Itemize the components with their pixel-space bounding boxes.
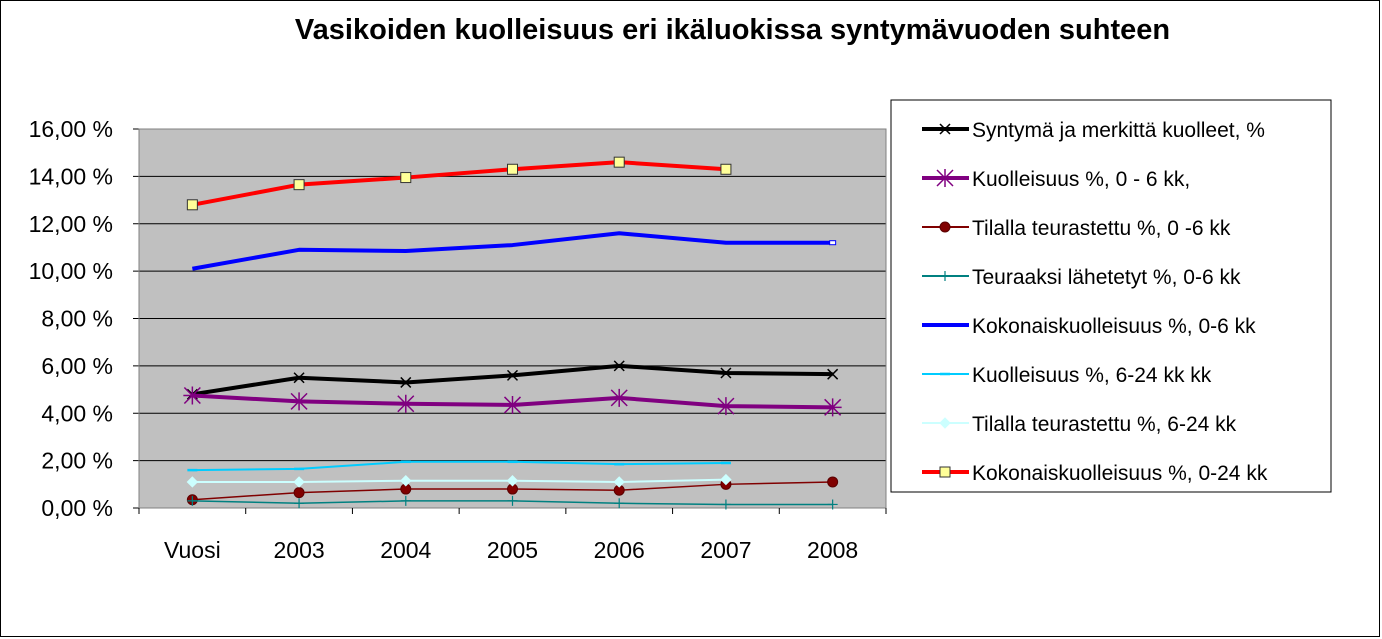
data-point [720,163,732,175]
legend-item: Kuolleisuus %, 6-24 kk kk [922,364,1212,387]
data-point [716,397,735,416]
x-tick-label: 2008 [807,537,858,563]
legend-label: Kokonaiskuolleisuus %, 0-6 kk [972,315,1256,338]
legend-label: Kokonaiskuolleisuus %, 0-24 kk [972,462,1268,485]
legend-label: Tilalla teurastettu %, 6-24 kk [972,413,1237,436]
data-point [503,395,522,414]
y-tick-label: 6,00 % [41,353,113,379]
data-point [829,240,837,246]
y-tick-label: 0,00 % [41,495,113,521]
legend: Syntymä ja merkittä kuolleet, % Kuolleisu… [890,99,1332,493]
legend-item: Teuraaksi lähetetyt %, 0-6 kk [922,266,1241,289]
y-tick-label: 10,00 % [29,258,113,284]
legend-item: Kuolleisuus %, 0 - 6 kk, [922,168,1190,191]
series-layer [183,156,842,510]
y-tick-label: 2,00 % [41,448,113,474]
series [187,495,838,510]
plot-border [138,128,887,509]
y-tick-label: 14,00 % [29,163,113,189]
data-point [293,487,305,499]
y-tick-label: 4,00 % [41,400,113,426]
data-point [187,495,198,506]
series [183,386,842,417]
data-point [939,221,951,233]
data-point [400,376,412,388]
y-tick-label: 8,00 % [41,306,113,332]
data-point [823,398,842,417]
data-point [507,163,518,175]
data-point [293,179,305,191]
data-point [293,372,305,384]
legend-label: Syntymä ja merkittä kuolleet, % [972,119,1265,142]
data-point [186,476,199,488]
x-tick-label: Vuosi [164,537,221,563]
legend-label: Tilalla teurastettu %, 0 -6 kk [972,217,1231,240]
data-point [186,199,198,211]
data-point [293,476,305,488]
series [186,156,732,211]
series [186,360,839,400]
data-point [294,498,305,509]
data-point [613,156,625,168]
data-point [614,498,625,509]
data-point [939,417,951,429]
series [192,231,833,271]
data-point [613,476,625,488]
legend-box [890,99,1332,493]
y-tick-label: 16,00 % [29,116,113,142]
data-point [400,172,412,184]
data-point [827,368,839,380]
axes: 0,00 % 2,00 % 4,00 % 6,00 % 8,00 % 10,00 % 12,… [29,116,887,563]
legend-item: Syntymä ja merkittä kuolleet, % [922,119,1265,142]
data-point [613,360,625,372]
data-point [936,169,954,187]
data-point [507,495,518,506]
series-line [191,160,727,207]
legend-item: Kokonaiskuolleisuus %, 0-6 kk [922,315,1256,338]
series-line [192,460,726,472]
data-point [827,499,838,510]
data-point [939,466,951,478]
data-point [396,394,415,413]
data-point [720,473,732,486]
data-point [400,475,412,487]
legend-item: Kokonaiskuolleisuus %, 0-24 kk [922,462,1268,485]
data-point [720,367,732,379]
series-line [192,231,833,271]
x-tick-label: 2004 [380,537,431,563]
y-tick-label: 12,00 % [29,211,113,237]
series [187,460,731,472]
data-point [400,495,411,506]
data-point [610,388,629,407]
legend-item: Tilalla teurastettu %, 6-24 kk [922,413,1237,436]
data-point [290,392,309,411]
series-line [192,478,726,483]
data-point [940,271,950,281]
series [186,473,732,488]
data-point [506,475,519,487]
legend-label: Teuraaksi lähetetyt %, 0-6 kk [972,266,1241,289]
data-point [506,369,519,381]
x-tick-label: 2003 [273,537,324,563]
x-tick-label: 2005 [487,537,538,563]
x-tick-label: 2006 [594,537,645,563]
chart-title: Vasikoiden kuolleisuus eri ikäluokissa s… [294,14,1171,46]
data-point [827,476,839,488]
data-point [183,386,202,405]
x-tick-label: 2007 [700,537,751,563]
legend-label: Kuolleisuus %, 0 - 6 kk, [972,168,1190,191]
legend-label: Kuolleisuus %, 6-24 kk kk [972,364,1212,387]
data-point [720,499,731,510]
data-point [939,123,951,135]
legend-item: Tilalla teurastettu %, 0 -6 kk [922,217,1231,240]
